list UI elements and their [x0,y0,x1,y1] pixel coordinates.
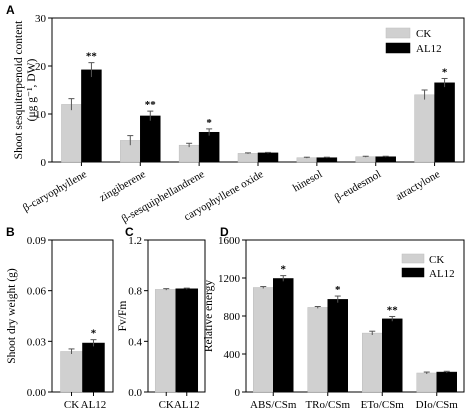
bar-ck [355,156,376,163]
y-axis-title: Relative energy [203,280,215,353]
bar-ck [154,289,178,393]
y-axis-title: Shoot sesquiterpenoid content [13,20,25,159]
legend-swatch-al12 [401,267,425,278]
legend-label: AL12 [429,268,455,280]
x-category-label: ABS/CSm [250,399,297,411]
bar-al12 [375,156,396,163]
bar-ck [237,153,259,163]
significance-mark: ** [145,99,157,111]
y-tick-label: 1600 [218,235,241,247]
significance-mark: * [442,66,448,78]
y-tick-label: 0.06 [27,286,47,298]
legend-label: CK [416,28,431,40]
y-tick-label: 0.4 [128,336,142,348]
legend-swatch-ck [385,27,411,39]
y-tick-label: 10 [35,109,47,121]
panel-letter: C [125,225,134,239]
x-category-label: atractylone [394,168,442,203]
bar-al12 [81,69,102,163]
y-tick-label: 0 [41,157,47,169]
significance-mark: * [91,328,97,340]
y-tick-label: 20 [35,61,47,73]
y-tick-label: 800 [224,311,241,323]
significance-mark: ** [86,51,98,63]
x-category-label: zingiberene [97,168,148,204]
panel-letter: B [6,225,15,239]
panel-letter: A [6,3,15,17]
y-axis-title-unit: (μg g⁻¹, DW) [26,59,38,122]
y-tick-label: 400 [224,349,241,361]
bar-al12 [316,157,338,163]
bar-ck [178,144,200,163]
bar-al12 [257,152,279,163]
bar-al12 [82,342,105,393]
bar-al12 [175,288,199,393]
y-tick-label: 0.09 [27,235,47,247]
significance-mark: * [335,284,341,296]
x-category-label: AL12 [81,399,107,411]
bar-ck [414,94,435,163]
bar-ck [362,332,383,393]
bar-ck [296,157,318,163]
x-category-label: hinesol [291,168,325,194]
bar-ck [253,287,274,393]
bar-al12 [327,299,348,393]
legend-label: CK [429,254,444,266]
x-category-label: CK [64,399,79,411]
y-tick-label: 0.00 [27,387,47,399]
y-tick-label: 1200 [218,273,241,285]
y-axis-title: Shoot dry weight (g) [6,268,18,364]
y-tick-label: 0.03 [27,336,47,348]
y-tick-label: 30 [35,13,47,25]
y-tick-label: 0.0 [128,387,142,399]
bar-ck [61,104,82,163]
bar-ck [307,307,328,393]
bar-ck [416,372,437,393]
bar-al12 [198,131,220,163]
bar-ck [60,351,83,393]
x-category-label: DIo/CSm [416,399,459,411]
significance-mark: * [206,117,212,129]
bar-al12 [434,82,455,163]
y-tick-label: 0 [235,387,241,399]
bar-al12 [382,318,403,393]
x-category-label: TRo/CSm [305,399,350,411]
panel-a-frame [51,17,465,163]
legend-label: AL12 [416,43,442,55]
bar-al12 [273,278,294,393]
x-category-label: β-eudesmol [333,168,384,204]
x-category-label: ETo/CSm [361,399,405,411]
legend-swatch-al12 [385,42,411,54]
x-category-label: CK [159,399,174,411]
significance-mark: * [281,264,287,276]
x-category-label: β-caryophyllene [21,168,89,214]
bar-al12 [140,115,161,163]
bar-al12 [436,371,457,393]
legend-swatch-ck [401,253,425,264]
panel-letter: D [220,225,229,239]
y-tick-label: 0.8 [128,286,142,298]
significance-mark: ** [387,304,399,316]
x-category-label: AL12 [174,399,200,411]
y-axis-title: Fv/Fm [117,301,129,332]
y-tick-label: 1.2 [128,235,142,247]
